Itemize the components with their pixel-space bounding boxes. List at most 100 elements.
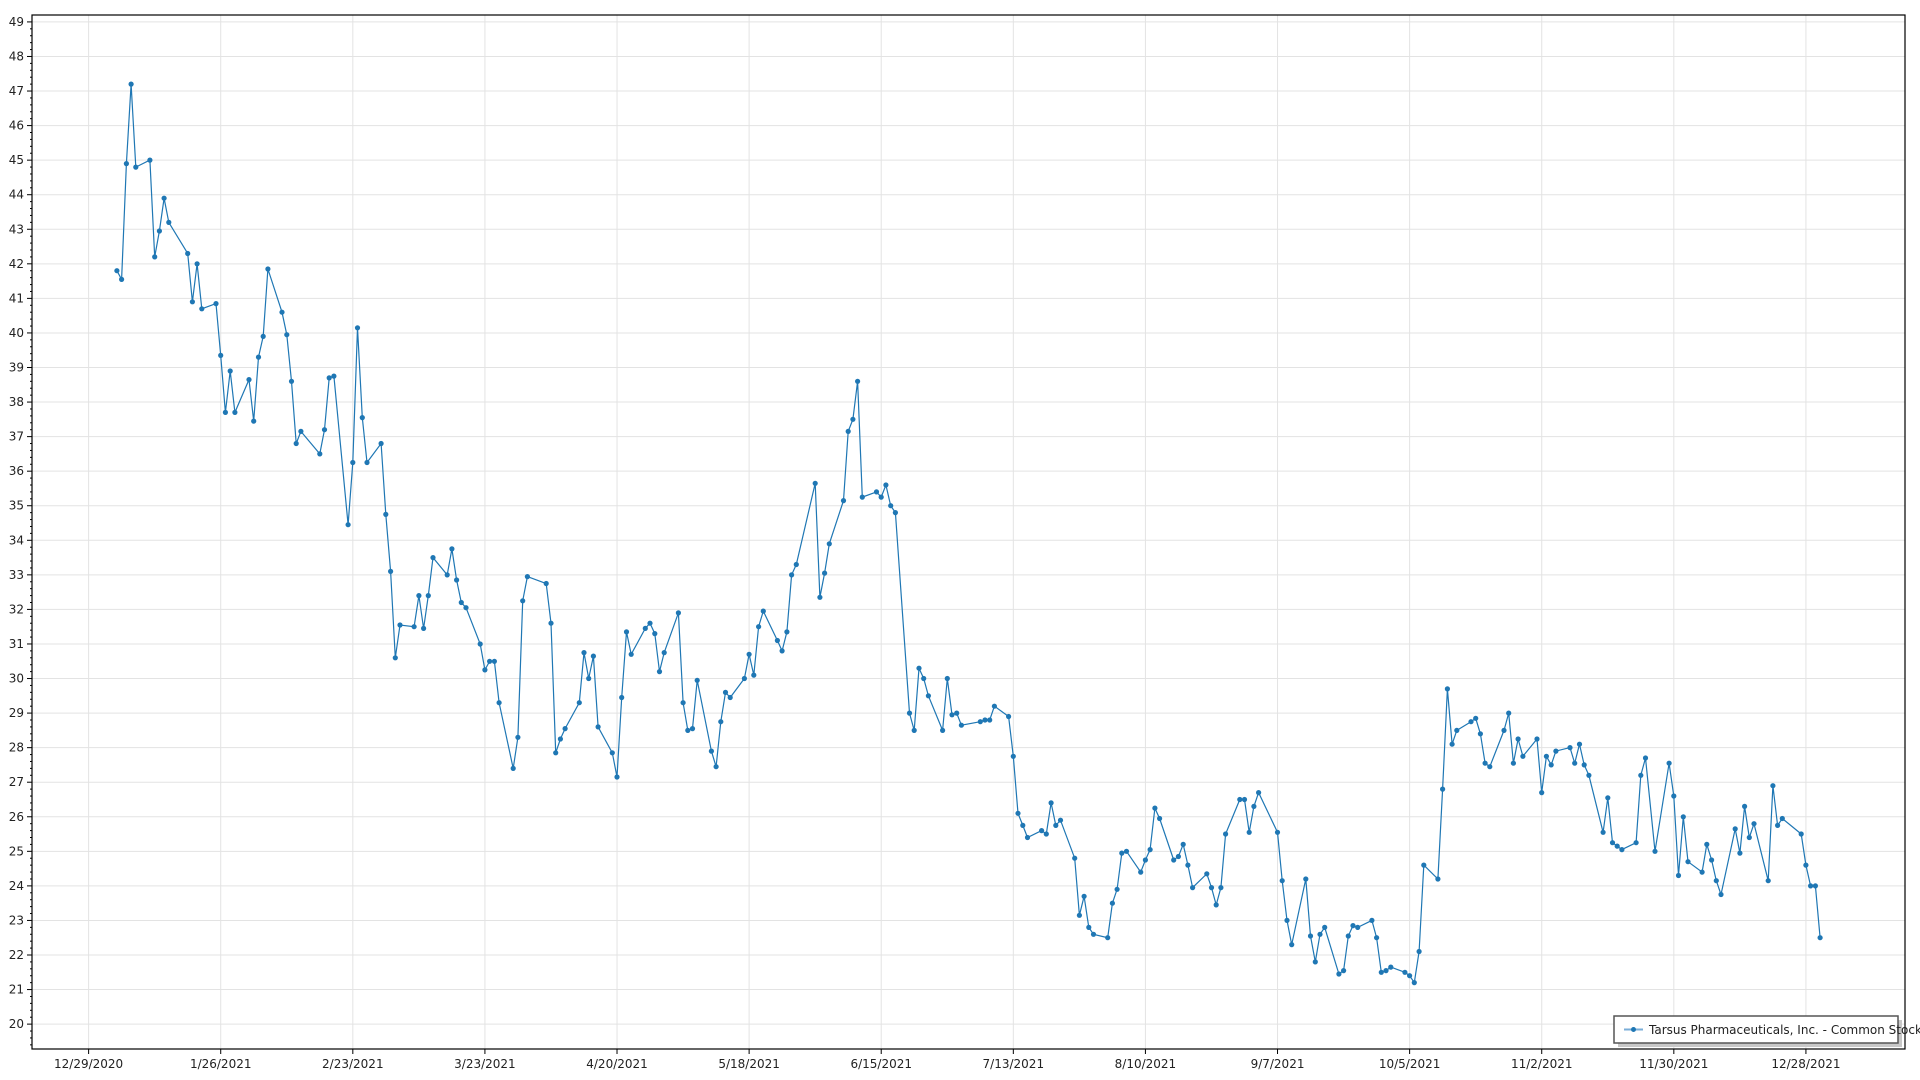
data-point xyxy=(1407,973,1413,979)
data-point xyxy=(1369,917,1375,924)
y-tick-label: 35 xyxy=(9,499,24,513)
data-point xyxy=(388,568,394,575)
data-point xyxy=(520,598,526,604)
data-point xyxy=(425,593,431,599)
x-tick-label: 2/23/2021 xyxy=(322,1057,384,1071)
data-point xyxy=(708,748,715,754)
data-point xyxy=(557,736,564,742)
data-point xyxy=(1614,843,1620,849)
data-point xyxy=(1152,805,1158,811)
data-point xyxy=(1213,902,1219,908)
grid xyxy=(32,15,1905,1049)
data-point xyxy=(1185,862,1191,868)
data-point xyxy=(482,667,488,673)
data-point xyxy=(1421,862,1427,868)
data-point xyxy=(954,710,960,716)
data-point xyxy=(1652,848,1658,854)
data-point xyxy=(147,157,153,163)
data-point xyxy=(1374,935,1380,941)
data-point xyxy=(251,418,257,424)
data-point xyxy=(581,650,587,656)
data-point xyxy=(586,675,592,682)
data-point xyxy=(652,631,658,637)
x-tick-label: 10/5/2021 xyxy=(1379,1057,1441,1071)
data-point xyxy=(317,451,323,457)
data-point xyxy=(133,164,139,170)
data-point xyxy=(1737,850,1743,856)
data-point xyxy=(397,622,403,628)
data-point xyxy=(751,672,757,678)
legend[interactable]: Tarsus Pharmaceuticals, Inc. - Common St… xyxy=(1613,1015,1920,1047)
data-point xyxy=(609,750,615,756)
data-point xyxy=(449,546,455,552)
data-point xyxy=(1609,840,1616,846)
data-point xyxy=(1388,964,1394,970)
data-point xyxy=(1732,826,1738,832)
data-point xyxy=(982,717,988,723)
data-point xyxy=(392,655,398,661)
y-tick-label: 28 xyxy=(9,741,24,755)
data-point xyxy=(510,765,516,772)
data-point xyxy=(227,368,233,374)
data-point xyxy=(1180,841,1186,848)
data-point xyxy=(925,693,932,699)
data-point xyxy=(1477,731,1483,737)
data-point xyxy=(911,727,917,734)
data-point xyxy=(430,555,436,561)
data-point xyxy=(1619,847,1625,853)
data-point xyxy=(218,352,224,358)
legend-box xyxy=(1613,1015,1899,1044)
data-point xyxy=(1251,803,1257,810)
x-tick-label: 11/2/2021 xyxy=(1511,1057,1573,1071)
data-point xyxy=(416,593,422,599)
data-point xyxy=(1123,848,1130,854)
data-point xyxy=(991,703,998,709)
data-point xyxy=(628,651,634,657)
data-point xyxy=(1704,841,1710,848)
data-point xyxy=(1487,764,1493,770)
data-point xyxy=(623,629,630,635)
legend-marker-swatch xyxy=(1631,1027,1636,1032)
data-point xyxy=(694,677,700,683)
data-point xyxy=(722,689,729,696)
data-point xyxy=(619,694,625,701)
data-point xyxy=(279,309,285,315)
data-point xyxy=(1114,886,1120,892)
data-point xyxy=(718,719,724,725)
data-point xyxy=(1322,924,1328,931)
data-point xyxy=(1718,891,1724,898)
data-point xyxy=(850,416,856,422)
data-point xyxy=(1006,713,1012,720)
data-point xyxy=(689,726,696,732)
data-point xyxy=(1812,883,1818,889)
data-point xyxy=(944,675,950,682)
data-point xyxy=(1553,748,1559,754)
y-tick-label: 38 xyxy=(9,395,24,409)
data-point xyxy=(883,482,889,488)
y-tick-label: 42 xyxy=(9,257,24,271)
data-point xyxy=(1817,935,1823,941)
data-point xyxy=(152,254,158,260)
data-point xyxy=(1600,829,1606,835)
data-point xyxy=(255,354,262,360)
data-point xyxy=(1435,876,1441,882)
data-point xyxy=(746,651,752,657)
data-point xyxy=(1515,736,1521,742)
data-point xyxy=(1345,933,1351,939)
data-point xyxy=(1010,753,1016,759)
data-point xyxy=(1090,931,1097,937)
data-point xyxy=(958,722,965,728)
data-point xyxy=(685,727,691,734)
data-point xyxy=(298,428,304,434)
data-point xyxy=(1449,741,1455,747)
data-point xyxy=(987,717,993,723)
data-point xyxy=(496,700,502,706)
axes: 20 21 22 23 24 25 26 27 28 29 30 31 32 33 34 35 36 37 38 39… xyxy=(9,14,1906,1071)
data-point xyxy=(1015,810,1021,816)
data-point xyxy=(1699,869,1705,875)
y-tick-label: 49 xyxy=(9,15,24,29)
data-point xyxy=(421,625,427,632)
data-point xyxy=(1039,828,1045,834)
data-point xyxy=(1223,831,1229,837)
data-point xyxy=(1341,968,1347,974)
